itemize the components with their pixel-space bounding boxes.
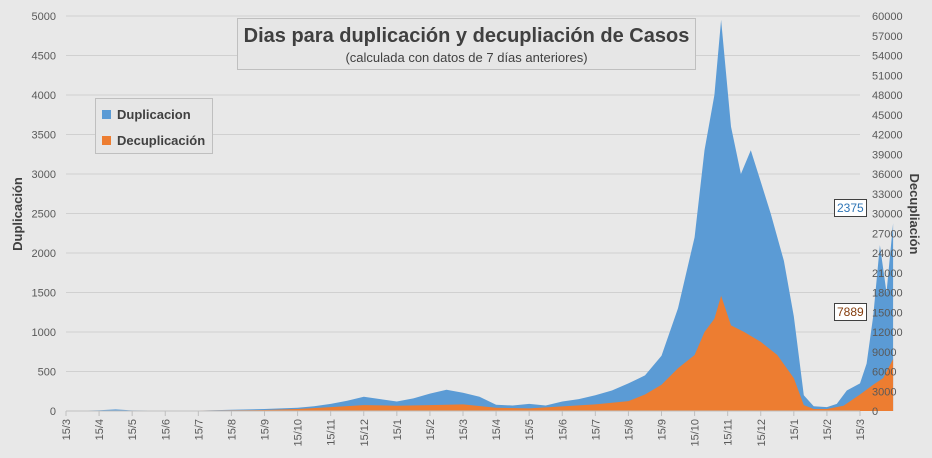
x-tick-label: 15/3 <box>458 419 470 440</box>
right-tick-label: 48000 <box>872 90 903 102</box>
right-axis-title: Decupliación <box>907 174 922 255</box>
data-label-duplicacion: 2375 <box>834 199 867 217</box>
x-axis-ticks: 15/3 15/4 15/5 15/6 15/7 15/8 15/9 15/10 15/11 15… <box>61 411 867 447</box>
x-tick-label: 15/5 <box>127 419 139 440</box>
x-tick-label: 15/11 <box>723 419 735 446</box>
legend: Duplicacion Decuplicación <box>95 98 213 154</box>
x-tick-label: 15/8 <box>226 419 238 440</box>
x-tick-label: 15/2 <box>425 419 437 440</box>
right-tick-label: 57000 <box>872 31 903 43</box>
legend-item-duplicacion: Duplicacion <box>102 107 191 122</box>
left-tick-label: 2500 <box>32 209 56 221</box>
legend-item-decuplicacion: Decuplicación <box>102 133 205 148</box>
legend-swatch-duplicacion <box>102 110 111 119</box>
legend-label-decuplicacion: Decuplicación <box>117 133 205 148</box>
left-tick-label: 3000 <box>32 169 56 181</box>
chart-title-box: Dias para duplicación y decupliación de … <box>237 18 696 70</box>
right-tick-label: 45000 <box>872 110 903 122</box>
right-tick-label: 36000 <box>872 169 903 181</box>
right-tick-label: 54000 <box>872 51 903 63</box>
chart-title: Dias para duplicación y decupliación de … <box>238 24 695 48</box>
left-tick-label: 0 <box>50 406 56 418</box>
legend-swatch-decuplicacion <box>102 136 111 145</box>
x-tick-label: 15/4 <box>94 419 106 440</box>
right-tick-label: 39000 <box>872 149 903 161</box>
legend-label-duplicacion: Duplicacion <box>117 107 191 122</box>
data-label-decuplicacion: 7889 <box>834 303 867 321</box>
left-tick-label: 1000 <box>32 327 56 339</box>
x-tick-label: 15/11 <box>326 419 338 446</box>
x-tick-label: 15/12 <box>359 419 371 447</box>
x-tick-label: 15/6 <box>557 419 569 440</box>
x-tick-label: 15/3 <box>61 419 73 440</box>
right-tick-label: 33000 <box>872 189 903 201</box>
x-tick-label: 15/3 <box>855 419 867 440</box>
left-tick-label: 500 <box>38 367 56 379</box>
left-tick-label: 1500 <box>32 288 56 300</box>
left-tick-label: 4000 <box>32 90 56 102</box>
right-tick-label: 27000 <box>872 228 903 240</box>
right-tick-label: 18000 <box>872 288 903 300</box>
right-tick-label: 51000 <box>872 70 903 82</box>
x-tick-label: 15/10 <box>293 419 305 447</box>
x-tick-label: 15/4 <box>491 419 503 440</box>
x-tick-label: 15/7 <box>193 419 205 440</box>
right-tick-label: 21000 <box>872 268 903 280</box>
x-tick-label: 15/5 <box>524 419 536 440</box>
x-tick-label: 15/1 <box>392 419 404 440</box>
right-tick-label: 30000 <box>872 209 903 221</box>
right-tick-label: 12000 <box>872 327 903 339</box>
right-tick-label: 3000 <box>872 386 896 398</box>
right-tick-label: 6000 <box>872 367 896 379</box>
left-tick-label: 3500 <box>32 130 56 142</box>
x-tick-label: 15/1 <box>789 419 801 440</box>
x-tick-label: 15/7 <box>590 419 602 440</box>
left-tick-label: 2000 <box>32 248 56 260</box>
x-tick-label: 15/12 <box>756 419 768 447</box>
x-tick-label: 15/9 <box>260 419 272 440</box>
right-tick-label: 0 <box>872 406 878 418</box>
x-tick-label: 15/8 <box>623 419 635 440</box>
right-tick-label: 60000 <box>872 11 903 23</box>
x-tick-label: 15/9 <box>657 419 669 440</box>
chart-subtitle: (calculada con datos de 7 días anteriore… <box>238 50 695 66</box>
right-axis-ticks: 0 3000 6000 9000 12000 15000 18000 21000 24000 27… <box>872 11 903 418</box>
right-tick-label: 24000 <box>872 248 903 260</box>
right-tick-label: 9000 <box>872 347 896 359</box>
x-tick-label: 15/6 <box>160 419 172 440</box>
left-axis-title: Duplicación <box>10 177 25 251</box>
x-tick-label: 15/10 <box>690 419 702 447</box>
left-axis-ticks: 0 500 1000 1500 2000 2500 3000 3500 4000 4500 5000 <box>32 11 56 418</box>
left-tick-label: 4500 <box>32 51 56 63</box>
right-tick-label: 42000 <box>872 130 903 142</box>
x-tick-label: 15/2 <box>822 419 834 440</box>
right-tick-label: 15000 <box>872 307 903 319</box>
left-tick-label: 5000 <box>32 11 56 23</box>
